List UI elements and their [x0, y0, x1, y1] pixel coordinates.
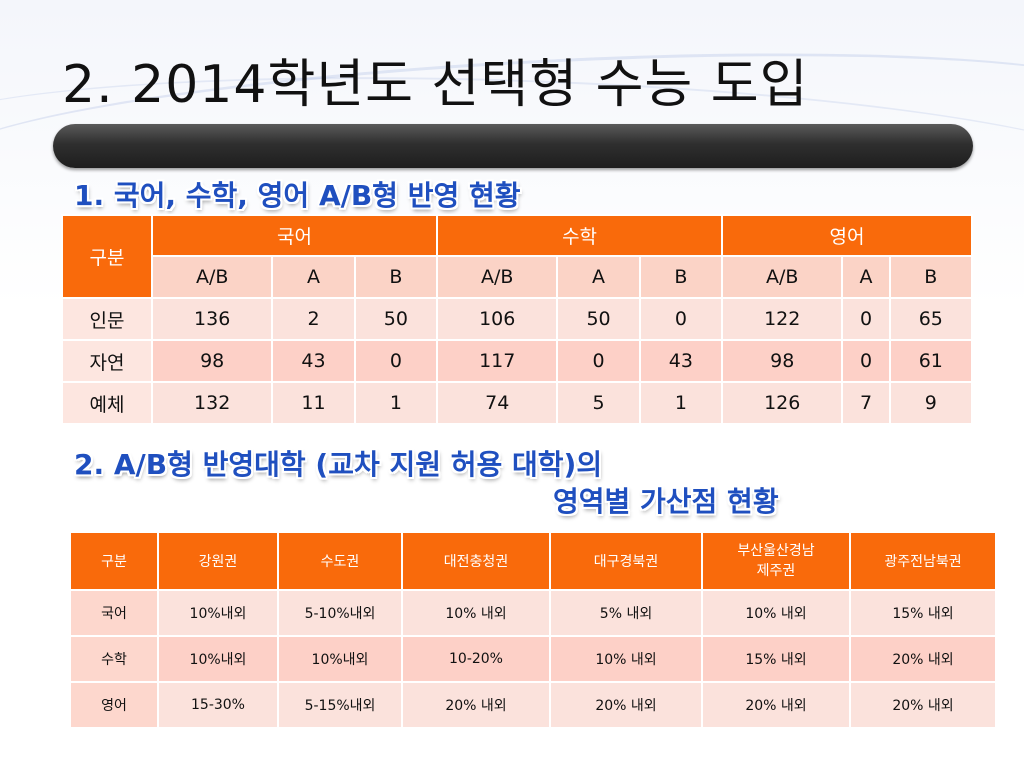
- table-cell: 10%내외: [157, 635, 279, 683]
- table-row: 인문 136 2 50 106 50 0 122 0 65: [61, 297, 974, 341]
- table-cell: 5-10%내외: [277, 589, 403, 637]
- table-cell: 1: [638, 381, 724, 425]
- section2-heading-line1: 2. A/B형 반영대학 (교차 지원 허용 대학)의: [74, 448, 603, 481]
- table-header-row: 구분 국어 수학 영어: [61, 214, 973, 299]
- bonus-points-table: 구분 강원권 수도권 대전충청권 대구경북권 부산울산경남 제주권 광주전남북권…: [69, 531, 997, 729]
- row-label: 자연: [61, 339, 153, 383]
- table-cell: 5: [556, 381, 641, 425]
- section1-heading: 1. 국어, 수학, 영어 A/B형 반영 현황: [74, 179, 521, 212]
- table-cell: 20% 내외: [701, 681, 851, 729]
- table-cell: 122: [721, 297, 844, 341]
- table-cell: 10%내외: [277, 635, 403, 683]
- header-cell: 대전충청권: [401, 531, 551, 591]
- table-cell: 126: [721, 381, 844, 425]
- table-cell: 7: [841, 381, 891, 425]
- table-row: 예체 132 11 1 74 5 1 126 7 9: [61, 381, 974, 425]
- table-cell: 61: [888, 339, 974, 383]
- table-cell: 20% 내외: [849, 681, 997, 729]
- table-cell: 5-15%내외: [277, 681, 403, 729]
- table-cell: 15-30%: [157, 681, 279, 729]
- header-cell: 광주전남북권: [849, 531, 997, 591]
- table-header-row: 구분 강원권 수도권 대전충청권 대구경북권 부산울산경남 제주권 광주전남북권: [69, 531, 997, 591]
- corner-cell: 구분: [61, 214, 153, 299]
- table-cell: 5% 내외: [549, 589, 703, 637]
- header-cell: 구분: [69, 531, 159, 591]
- table-cell: 0: [841, 297, 891, 341]
- table-cell: 0: [638, 297, 724, 341]
- subheader-cell: B: [638, 255, 724, 299]
- group-header: 영어: [721, 214, 973, 257]
- table-cell: 43: [638, 339, 724, 383]
- table-cell: 10% 내외: [549, 635, 703, 683]
- table-subheader-row: A/B A B A/B A B A/B A B: [62, 255, 974, 299]
- table-cell: 117: [436, 339, 559, 383]
- table-cell: 132: [150, 381, 274, 425]
- table-row: 수학 10%내외 10%내외 10-20% 10% 내외 15% 내외 20% …: [69, 635, 997, 683]
- group-header: 수학: [436, 214, 724, 257]
- table-cell: 20% 내외: [549, 681, 703, 729]
- table-cell: 0: [841, 339, 891, 383]
- table-cell: 11: [271, 381, 356, 425]
- subheader-cell: A/B: [436, 255, 559, 299]
- subheader-cell: A/B: [721, 255, 844, 299]
- table-cell: 74: [436, 381, 559, 425]
- table-cell: 10% 내외: [701, 589, 851, 637]
- table-cell: 20% 내외: [849, 635, 997, 683]
- slide-title: 2. 2014학년도 선택형 수능 도입: [62, 55, 809, 115]
- table-cell: 1: [353, 381, 439, 425]
- section2-heading-line2: 영역별 가산점 현황: [553, 485, 779, 518]
- subheader-cell: B: [888, 255, 974, 299]
- header-cell: 부산울산경남 제주권: [701, 531, 851, 591]
- subheader-cell: A/B: [150, 255, 274, 299]
- header-cell: 대구경북권: [549, 531, 703, 591]
- table-cell: 15% 내외: [849, 589, 997, 637]
- group-header: 국어: [150, 214, 439, 257]
- table-cell: 106: [436, 297, 559, 341]
- table-cell: 15% 내외: [701, 635, 851, 683]
- subheader-cell: B: [353, 255, 439, 299]
- table-cell: 50: [353, 297, 439, 341]
- row-label: 인문: [61, 297, 153, 341]
- table-cell: 2: [271, 297, 356, 341]
- table-row: 자연 98 43 0 117 0 43 98 0 61: [61, 339, 974, 383]
- table-cell: 10-20%: [401, 635, 551, 683]
- table-cell: 10% 내외: [401, 589, 551, 637]
- row-label: 수학: [69, 635, 159, 683]
- table-cell: 9: [888, 381, 974, 425]
- table-cell: 43: [271, 339, 356, 383]
- row-label: 국어: [69, 589, 159, 637]
- title-underline-bar: [53, 124, 973, 168]
- table-cell: 20% 내외: [401, 681, 551, 729]
- row-label: 예체: [61, 381, 153, 425]
- table-cell: 50: [556, 297, 641, 341]
- table-cell: 65: [888, 297, 974, 341]
- subheader-cell: A: [556, 255, 641, 299]
- subheader-cell: A: [271, 255, 356, 299]
- header-cell: 강원권: [157, 531, 279, 591]
- table-row: 국어 10%내외 5-10%내외 10% 내외 5% 내외 10% 내외 15%…: [69, 589, 997, 637]
- table-cell: 98: [721, 339, 844, 383]
- table-cell: 10%내외: [157, 589, 279, 637]
- ab-type-table: 구분 국어 수학 영어 A/B A B A/B A B A/B A B 인문 1…: [61, 214, 974, 425]
- header-cell: 수도권: [277, 531, 403, 591]
- table-row: 영어 15-30% 5-15%내외 20% 내외 20% 내외 20% 내외 2…: [69, 681, 997, 729]
- table-cell: 0: [556, 339, 641, 383]
- subheader-cell: A: [841, 255, 891, 299]
- table-cell: 136: [150, 297, 274, 341]
- row-label: 영어: [69, 681, 159, 729]
- table-cell: 98: [150, 339, 274, 383]
- table-cell: 0: [353, 339, 439, 383]
